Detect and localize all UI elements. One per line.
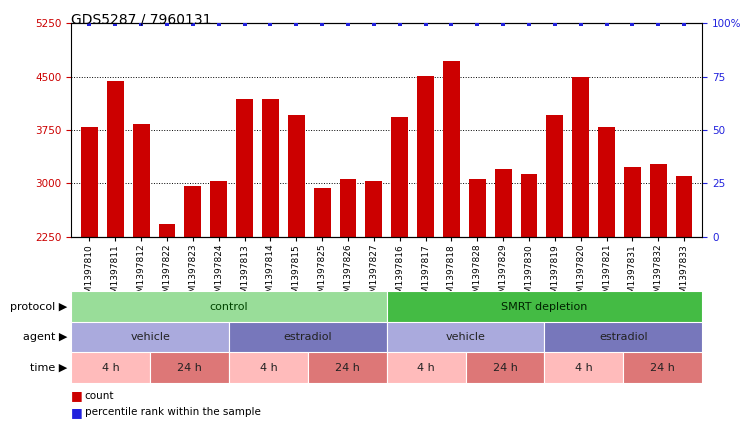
FancyBboxPatch shape: [466, 352, 544, 383]
Text: 24 h: 24 h: [650, 363, 675, 373]
FancyBboxPatch shape: [71, 322, 229, 352]
FancyBboxPatch shape: [387, 322, 544, 352]
Bar: [210, 181, 227, 397]
Bar: [520, 174, 538, 397]
Bar: [81, 126, 98, 397]
Text: 4 h: 4 h: [102, 363, 119, 373]
Bar: [262, 99, 279, 397]
Bar: [236, 99, 253, 397]
Text: vehicle: vehicle: [130, 332, 170, 342]
Bar: [650, 164, 667, 397]
Text: 24 h: 24 h: [177, 363, 202, 373]
Text: time ▶: time ▶: [30, 363, 68, 373]
Text: 4 h: 4 h: [260, 363, 277, 373]
Text: GDS5287 / 7960131: GDS5287 / 7960131: [71, 13, 212, 27]
Text: 24 h: 24 h: [335, 363, 360, 373]
Text: ■: ■: [71, 389, 83, 402]
Text: 4 h: 4 h: [575, 363, 593, 373]
FancyBboxPatch shape: [150, 352, 229, 383]
Text: agent ▶: agent ▶: [23, 332, 68, 342]
Text: 4 h: 4 h: [418, 363, 435, 373]
Bar: [107, 81, 124, 397]
Bar: [598, 126, 615, 397]
Text: SMRT depletion: SMRT depletion: [501, 302, 588, 312]
Bar: [443, 61, 460, 397]
Text: count: count: [85, 390, 114, 401]
Bar: [288, 115, 305, 397]
Text: ■: ■: [71, 406, 83, 419]
FancyBboxPatch shape: [229, 352, 308, 383]
Text: vehicle: vehicle: [445, 332, 486, 342]
FancyBboxPatch shape: [544, 352, 623, 383]
FancyBboxPatch shape: [623, 352, 702, 383]
Bar: [185, 186, 201, 397]
Bar: [495, 169, 511, 397]
Text: estradiol: estradiol: [599, 332, 647, 342]
Bar: [366, 181, 382, 397]
FancyBboxPatch shape: [544, 322, 702, 352]
Bar: [314, 188, 330, 397]
FancyBboxPatch shape: [387, 291, 702, 322]
Text: control: control: [210, 302, 249, 312]
Bar: [339, 179, 357, 397]
Text: percentile rank within the sample: percentile rank within the sample: [85, 407, 261, 418]
FancyBboxPatch shape: [71, 352, 150, 383]
Bar: [572, 77, 589, 397]
Text: protocol ▶: protocol ▶: [11, 302, 68, 312]
FancyBboxPatch shape: [308, 352, 387, 383]
Text: 24 h: 24 h: [493, 363, 517, 373]
Bar: [547, 115, 563, 397]
Bar: [133, 124, 149, 397]
FancyBboxPatch shape: [71, 291, 387, 322]
Bar: [391, 117, 408, 397]
FancyBboxPatch shape: [229, 322, 387, 352]
Bar: [624, 167, 641, 397]
Text: estradiol: estradiol: [284, 332, 332, 342]
Bar: [676, 176, 692, 397]
Bar: [417, 76, 434, 397]
Bar: [469, 179, 486, 397]
FancyBboxPatch shape: [387, 352, 466, 383]
Bar: [158, 224, 176, 397]
